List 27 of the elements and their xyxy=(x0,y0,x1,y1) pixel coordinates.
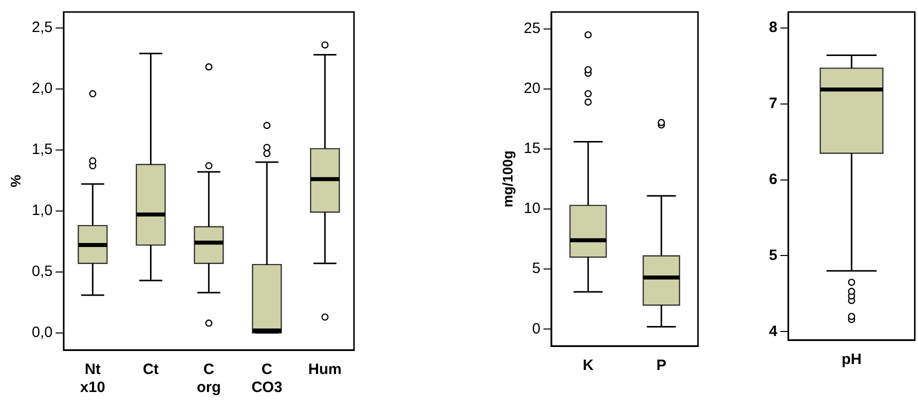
y-tick-label: 0,0 xyxy=(32,324,53,342)
y-tick-label: 1,5 xyxy=(32,141,53,158)
y-tick-label: 10 xyxy=(524,200,540,218)
x-tick-label: K xyxy=(582,357,594,374)
y-tick-label: 4 xyxy=(769,322,778,340)
y-axis-title: mg/100g xyxy=(499,150,516,208)
x-tick-label: Nt x10 xyxy=(80,361,106,396)
y-tick-label: 15 xyxy=(524,140,540,158)
y-axis-title: % xyxy=(7,174,24,188)
x-tick-label: pH xyxy=(842,351,862,368)
x-tick-label: C CO3 xyxy=(251,361,282,396)
y-tick-label: 5 xyxy=(532,260,540,278)
y-tick-label: 6 xyxy=(769,170,778,188)
y-tick-label: 20 xyxy=(524,80,540,98)
x-tick-label: P xyxy=(656,357,666,374)
y-tick-label: 2,5 xyxy=(32,19,53,36)
x-tick-label: Ct xyxy=(142,361,159,378)
y-tick-label: 25 xyxy=(524,20,540,37)
y-tick-label: 5 xyxy=(769,246,778,264)
x-tick-label: C org xyxy=(196,361,221,396)
y-tick-label: 0 xyxy=(532,320,540,338)
y-tick-label: 0,5 xyxy=(32,263,53,280)
y-tick-label: 8 xyxy=(769,19,778,36)
y-tick-label: 1,0 xyxy=(32,202,53,220)
y-tick-label: 2,0 xyxy=(32,80,53,98)
x-tick-label: Hum xyxy=(308,361,342,378)
y-tick-label: 7 xyxy=(769,95,778,112)
